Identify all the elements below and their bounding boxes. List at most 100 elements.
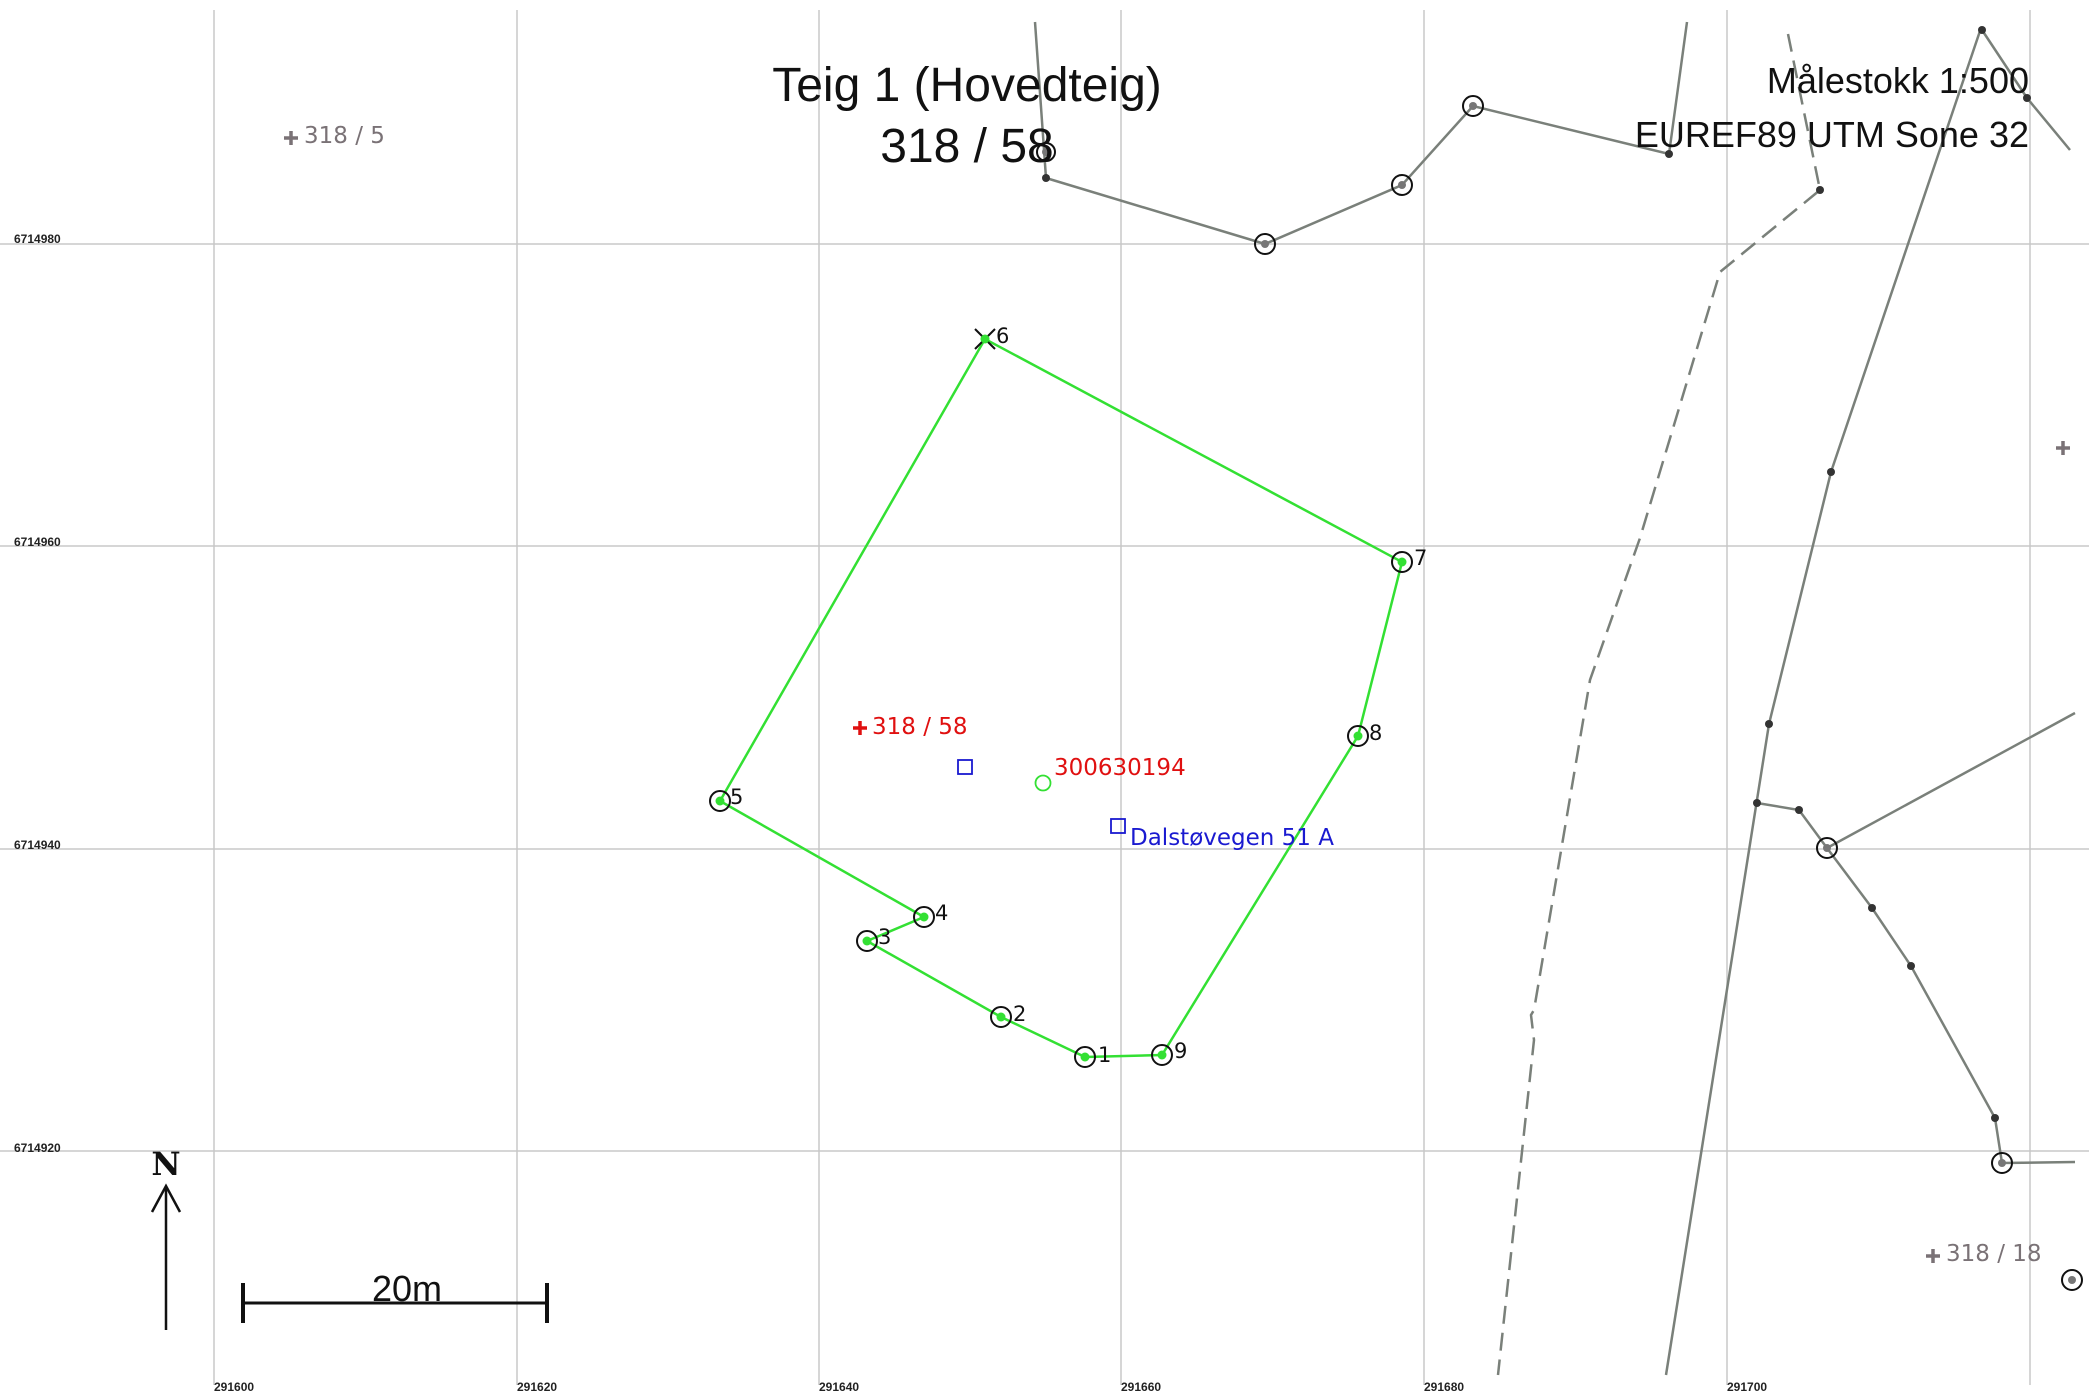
parcel-number-label: 318 / 58: [872, 714, 968, 740]
marker-ring: [709, 790, 731, 812]
vertex-dot: [1907, 962, 1915, 970]
building-point-icon[interactable]: [1034, 774, 1052, 792]
marker-center: [1261, 240, 1269, 248]
marker-dot: [862, 936, 872, 946]
boundary-point-label: 6: [996, 324, 1009, 348]
boundary-point-label: 8: [1369, 721, 1382, 745]
vertex-dot: [1991, 1114, 1999, 1122]
building-id-label: 300630194: [1054, 755, 1186, 781]
vertex-dot: [1665, 150, 1673, 158]
neighbor-markers: [1036, 95, 2083, 1291]
easting-tick-label: 291620: [517, 1380, 557, 1394]
grid: [0, 10, 2089, 1385]
parcel-polygon[interactable]: [718, 337, 1404, 1059]
marker-ring: [990, 1006, 1012, 1028]
neighbor-boundary-east-diagonal: [1826, 711, 2076, 850]
boundary-marker: [2061, 1269, 2083, 1291]
address-label: Dalstøvegen 51 A: [1130, 825, 1334, 851]
vertex-dot: [1753, 799, 1761, 807]
address-square-icon[interactable]: [1110, 818, 1126, 834]
northing-tick-labels: 6714980 6714960 6714940 6714920: [14, 232, 61, 1155]
marker-dot: [1157, 1050, 1167, 1060]
boundary-marker: [1254, 233, 1276, 255]
boundary-point-7[interactable]: 7: [1391, 546, 1427, 573]
northing-tick-label: 6714960: [14, 535, 61, 549]
boundary-marker: [1036, 142, 1056, 162]
boundary-point-2[interactable]: 2: [990, 1002, 1026, 1028]
vertex-dot: [1795, 806, 1803, 814]
neighbor-marker-centers: [1042, 102, 2076, 1284]
boundary-point-label: 1: [1098, 1043, 1111, 1067]
coordinate-system-label: EUREF89 UTM Sone 32: [1635, 114, 2029, 155]
north-arrow: N: [150, 1145, 182, 1330]
neighbor-boundary-north: [1033, 21, 1689, 246]
neighbor-boundaries: [1033, 21, 2083, 1376]
boundary-point-1[interactable]: 1: [1074, 1043, 1111, 1068]
scale-ratio-label: Målestokk 1:500: [1767, 60, 2029, 101]
boundary-point-6[interactable]: 6: [974, 324, 1009, 350]
parcel-label-neighbor-se[interactable]: 318 / 18: [1926, 1241, 2042, 1267]
neighbor-boundary-dashed: [1496, 33, 1822, 1376]
easting-tick-label: 291600: [214, 1380, 254, 1394]
marker-center: [1823, 844, 1831, 852]
building-square-icon[interactable]: [957, 759, 973, 775]
boundary-point-4[interactable]: 4: [913, 901, 948, 928]
easting-tick-label: 291660: [1121, 1380, 1161, 1394]
map-title: Teig 1 (Hovedteig): [772, 59, 1162, 112]
marker-center: [1042, 148, 1050, 156]
boundary-marker: [1991, 1152, 2013, 1174]
marker-ring: [1391, 551, 1413, 573]
marker-dot: [1080, 1052, 1090, 1062]
easting-tick-label: 291680: [1424, 1380, 1464, 1394]
marker-ring: [856, 930, 878, 952]
northing-tick-label: 6714980: [14, 232, 61, 246]
scale-bar-label: 20m: [372, 1268, 442, 1309]
marker-dot: [1397, 557, 1407, 567]
easting-tick-labels: 291600 291620 291640 291660 291680 29170…: [214, 1380, 1767, 1394]
north-label: N: [151, 1145, 180, 1183]
boundary-point-markers: 1 2 3 4 5 6 7: [709, 324, 1427, 1068]
scale-bar: 20m: [241, 1268, 549, 1323]
marker-ring: [913, 906, 935, 928]
parcel-label-neighbor-nw[interactable]: 318 / 5: [284, 123, 385, 149]
boundary-point-5[interactable]: 5: [709, 785, 743, 812]
boundary-point-label: 5: [730, 785, 743, 809]
vertex-dot: [1042, 174, 1050, 182]
boundary-point-label: 3: [878, 925, 891, 949]
neighbor-boundary-east-line: [1664, 27, 1983, 1376]
marker-center: [2068, 1276, 2076, 1284]
main-parcel-boundary[interactable]: [718, 337, 1404, 1059]
marker-dot: [980, 334, 990, 344]
plus-icon: [1926, 1249, 1940, 1263]
vertex-dot: [1765, 720, 1773, 728]
marker-dot: [1353, 731, 1363, 741]
vertex-dot: [2023, 94, 2031, 102]
marker-ring: [1151, 1044, 1173, 1066]
marker-dot: [996, 1012, 1006, 1022]
plus-icon: [853, 721, 867, 735]
marker-center: [1469, 102, 1477, 110]
marker-ring: [1347, 725, 1369, 747]
north-arrow-head-icon: [150, 1183, 182, 1213]
boundary-point-8[interactable]: 8: [1347, 721, 1382, 747]
boundary-marker: [1391, 174, 1413, 196]
marker-center: [1398, 181, 1406, 189]
parcel-number-label: 318 / 18: [1946, 1241, 2042, 1267]
boundary-point-label: 4: [935, 901, 948, 925]
boundary-point-label: 9: [1174, 1039, 1187, 1063]
plus-icon: [2056, 441, 2070, 455]
easting-tick-label: 291640: [819, 1380, 859, 1394]
boundary-point-9[interactable]: 9: [1151, 1039, 1187, 1066]
parcel-label-main[interactable]: 318 / 58: [853, 714, 968, 740]
boundary-point-3[interactable]: 3: [856, 925, 891, 952]
boundary-point-label: 2: [1013, 1002, 1026, 1026]
vertex-dot: [1827, 468, 1835, 476]
neighbor-boundary-southeast: [1756, 801, 2076, 1165]
parcel-number-label: 318 / 5: [304, 123, 385, 149]
marker-ring: [1074, 1046, 1096, 1068]
map-subtitle: 318 / 58: [880, 120, 1053, 173]
easting-tick-label: 291700: [1727, 1380, 1767, 1394]
boundary-marker: [1816, 837, 1838, 859]
